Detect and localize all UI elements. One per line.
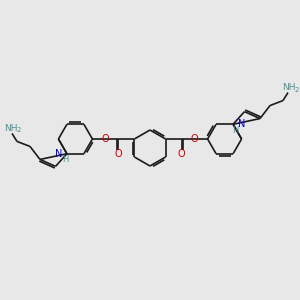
- Text: H: H: [232, 126, 238, 135]
- Text: N: N: [55, 149, 62, 159]
- Text: O: O: [191, 134, 198, 144]
- Text: 2: 2: [295, 87, 299, 93]
- Text: 2: 2: [17, 128, 21, 134]
- Text: N: N: [238, 119, 245, 129]
- Text: NH: NH: [282, 83, 296, 92]
- Text: O: O: [178, 149, 185, 159]
- Text: H: H: [62, 155, 68, 164]
- Text: O: O: [102, 134, 109, 144]
- Text: NH: NH: [4, 124, 18, 133]
- Text: O: O: [115, 149, 122, 159]
